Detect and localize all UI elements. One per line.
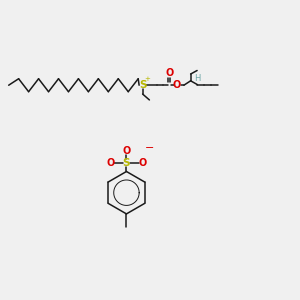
Text: O: O: [139, 158, 147, 168]
Text: S: S: [123, 158, 130, 168]
Text: O: O: [165, 68, 174, 78]
Text: S: S: [139, 80, 146, 90]
Text: H: H: [194, 74, 201, 83]
Text: O: O: [122, 146, 130, 157]
Text: +: +: [144, 76, 150, 82]
Text: O: O: [106, 158, 114, 168]
Text: −: −: [145, 142, 155, 153]
Text: O: O: [173, 80, 181, 90]
